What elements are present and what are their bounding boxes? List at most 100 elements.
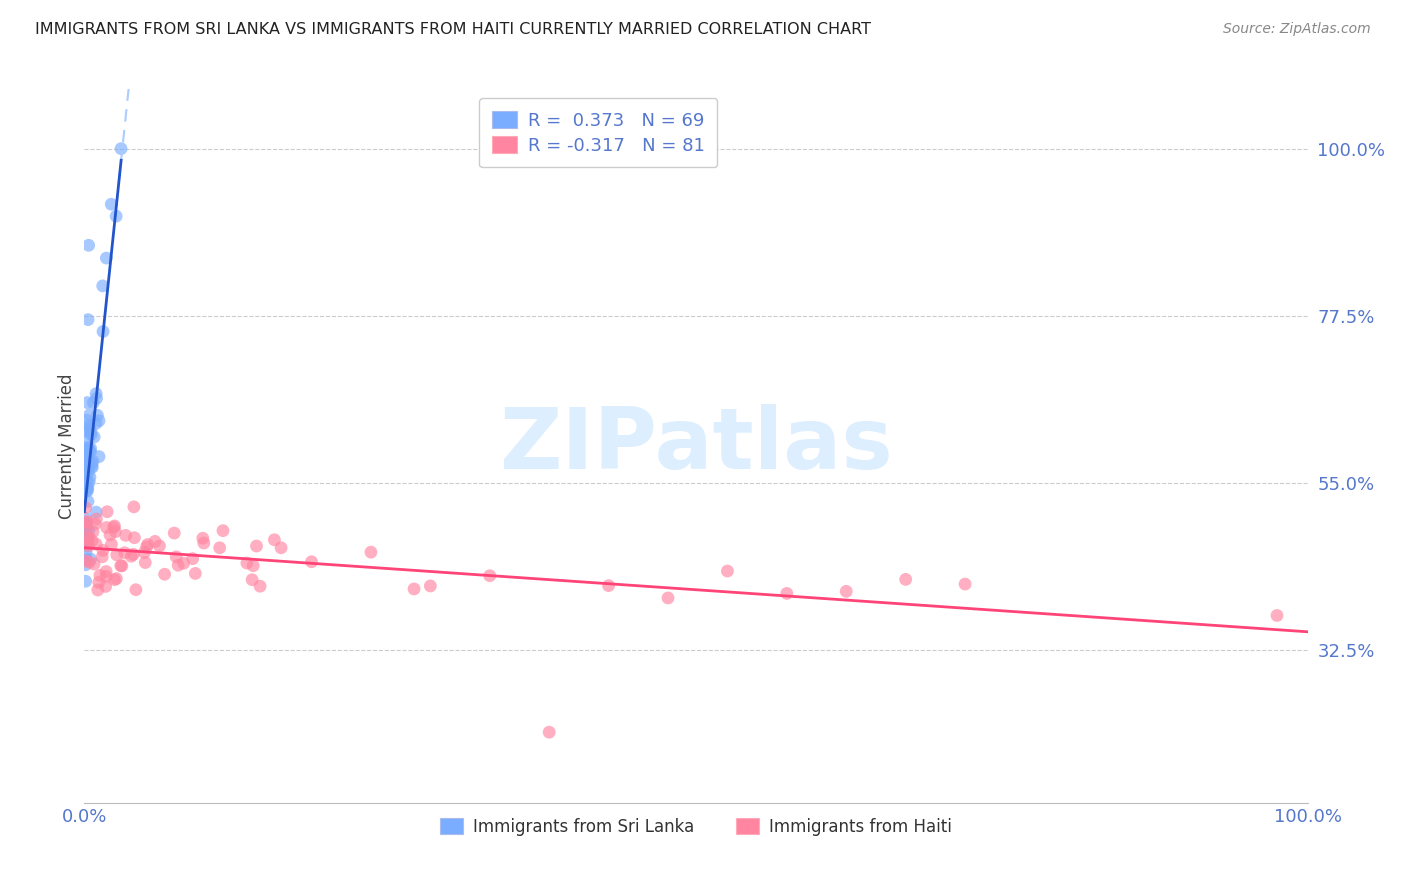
Point bbox=[80, 424, 103, 438]
Point bbox=[77, 523, 100, 537]
Point bbox=[110, 558, 132, 573]
Point bbox=[122, 547, 145, 561]
Point bbox=[79, 475, 101, 489]
Point bbox=[80, 456, 103, 470]
Point bbox=[478, 568, 501, 582]
Point bbox=[110, 142, 132, 156]
Point bbox=[80, 533, 103, 548]
Point bbox=[76, 515, 98, 529]
Point bbox=[191, 531, 214, 545]
Point bbox=[104, 524, 127, 539]
Point bbox=[76, 522, 98, 536]
Point bbox=[120, 549, 142, 564]
Point bbox=[98, 528, 121, 542]
Point bbox=[301, 555, 323, 569]
Point bbox=[100, 537, 122, 551]
Point bbox=[91, 549, 114, 564]
Point bbox=[181, 551, 204, 566]
Point bbox=[94, 565, 117, 579]
Text: ZIPatlas: ZIPatlas bbox=[499, 404, 893, 488]
Point bbox=[75, 554, 97, 568]
Point bbox=[776, 586, 799, 600]
Point bbox=[76, 533, 98, 547]
Point bbox=[835, 584, 858, 599]
Point bbox=[76, 463, 98, 477]
Point bbox=[103, 519, 125, 533]
Point bbox=[77, 466, 100, 480]
Point bbox=[87, 414, 110, 428]
Point bbox=[87, 582, 110, 597]
Point bbox=[96, 505, 118, 519]
Point bbox=[242, 558, 264, 573]
Point bbox=[105, 572, 128, 586]
Point bbox=[86, 409, 108, 423]
Point bbox=[419, 579, 441, 593]
Point bbox=[76, 552, 98, 566]
Point bbox=[87, 450, 110, 464]
Point bbox=[114, 546, 136, 560]
Point bbox=[77, 530, 100, 544]
Point bbox=[77, 539, 100, 553]
Point bbox=[86, 512, 108, 526]
Point bbox=[75, 518, 97, 533]
Point bbox=[77, 442, 100, 457]
Point bbox=[134, 545, 156, 559]
Point bbox=[212, 524, 235, 538]
Point bbox=[75, 558, 97, 572]
Point bbox=[84, 505, 107, 519]
Point bbox=[77, 312, 100, 326]
Point bbox=[79, 552, 101, 566]
Point bbox=[75, 484, 97, 499]
Point bbox=[100, 197, 122, 211]
Point bbox=[76, 453, 98, 467]
Point bbox=[84, 417, 107, 431]
Point bbox=[82, 454, 104, 468]
Point bbox=[76, 475, 98, 489]
Point bbox=[249, 579, 271, 593]
Point bbox=[79, 442, 101, 456]
Point bbox=[657, 591, 679, 605]
Point bbox=[79, 420, 101, 434]
Point bbox=[77, 418, 100, 433]
Point bbox=[103, 573, 125, 587]
Point bbox=[75, 519, 97, 533]
Point bbox=[360, 545, 382, 559]
Point bbox=[75, 500, 97, 515]
Point bbox=[136, 537, 159, 551]
Point bbox=[953, 577, 976, 591]
Point bbox=[91, 325, 114, 339]
Point bbox=[165, 549, 187, 564]
Point bbox=[75, 516, 97, 531]
Point bbox=[75, 449, 97, 463]
Point bbox=[270, 541, 292, 555]
Point bbox=[77, 461, 100, 475]
Point bbox=[84, 516, 107, 531]
Point bbox=[75, 432, 97, 446]
Point bbox=[89, 568, 111, 582]
Point bbox=[86, 392, 108, 406]
Point bbox=[91, 279, 114, 293]
Point bbox=[79, 408, 101, 422]
Point bbox=[76, 482, 98, 496]
Y-axis label: Currently Married: Currently Married bbox=[58, 373, 76, 519]
Point bbox=[538, 725, 561, 739]
Point bbox=[153, 567, 176, 582]
Point bbox=[135, 540, 157, 554]
Point bbox=[163, 526, 186, 541]
Point bbox=[167, 558, 190, 573]
Point bbox=[245, 539, 267, 553]
Point bbox=[240, 573, 263, 587]
Point bbox=[105, 209, 128, 223]
Point bbox=[143, 534, 166, 549]
Point bbox=[82, 460, 104, 475]
Point bbox=[76, 395, 98, 409]
Point bbox=[894, 573, 917, 587]
Point bbox=[96, 251, 118, 265]
Point bbox=[77, 238, 100, 252]
Point bbox=[76, 530, 98, 544]
Point bbox=[76, 531, 98, 545]
Point bbox=[91, 543, 114, 558]
Point bbox=[77, 442, 100, 457]
Point bbox=[122, 500, 145, 514]
Point bbox=[193, 536, 215, 550]
